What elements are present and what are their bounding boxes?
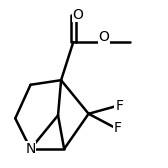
Text: F: F [115, 99, 123, 113]
Text: F: F [114, 120, 122, 135]
Text: O: O [72, 8, 83, 22]
Text: N: N [25, 142, 36, 156]
Text: O: O [98, 30, 109, 44]
